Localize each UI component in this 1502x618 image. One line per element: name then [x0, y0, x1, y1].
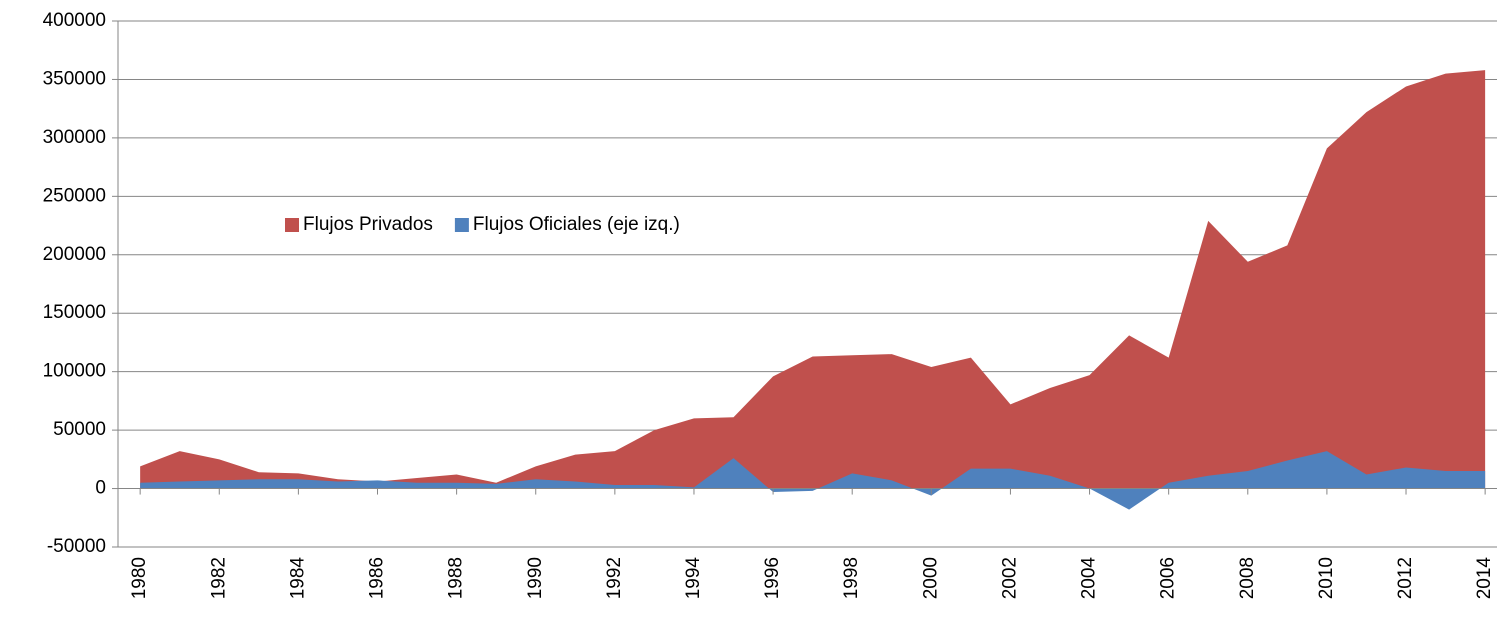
x-tick-label: 1998: [841, 557, 862, 599]
y-tick-label: 100000: [43, 361, 106, 382]
x-tick-label: 2006: [1158, 557, 1179, 599]
y-tick-label: 350000: [43, 68, 106, 89]
x-tick-label: 2008: [1237, 557, 1258, 599]
x-tick-label: 2012: [1395, 557, 1416, 599]
y-tick-label: 400000: [43, 10, 106, 31]
x-tick-label: 2014: [1474, 557, 1495, 600]
x-tick-label: 2004: [1079, 557, 1100, 600]
x-tick-label: 2010: [1316, 557, 1337, 599]
area: [140, 70, 1486, 489]
legend-swatch: [285, 218, 299, 232]
x-tick-label: 1990: [525, 557, 546, 599]
y-tick-label: 50000: [53, 419, 106, 440]
x-tick-label: 1980: [129, 557, 150, 599]
x-tick-label: 1994: [683, 557, 704, 600]
legend-label: Flujos Oficiales (eje izq.): [473, 214, 680, 235]
y-tick-label: 150000: [43, 302, 106, 323]
legend-label: Flujos Privados: [303, 214, 433, 235]
x-tick-label: 1988: [446, 557, 467, 599]
x-tick-label: 1982: [208, 557, 229, 599]
area: [140, 451, 1486, 510]
y-tick-label: 250000: [43, 185, 106, 206]
legend-swatch: [454, 218, 469, 232]
y-tick-label: 0: [95, 478, 106, 499]
x-tick-label: 1986: [367, 557, 388, 599]
x-tick-label: 2002: [999, 557, 1020, 599]
x-tick-label: 1984: [287, 557, 308, 600]
x-tick-label: 1992: [604, 557, 625, 599]
y-tick-label: 200000: [43, 244, 106, 265]
x-tick-label: 2000: [920, 557, 941, 599]
y-tick-label: 300000: [43, 127, 106, 148]
x-tick-label: 1996: [762, 557, 783, 599]
y-tick-label: -50000: [47, 536, 106, 557]
